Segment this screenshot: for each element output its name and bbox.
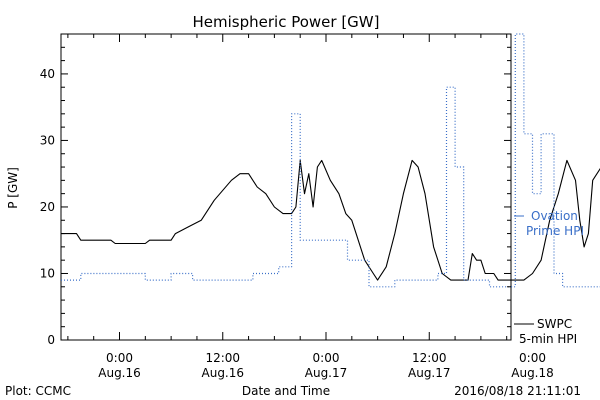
x-tick-time-label: 0:00 <box>313 351 340 365</box>
y-axis-label: P [GW] <box>6 167 20 209</box>
x-tick-time-label: 12:00 <box>412 351 447 365</box>
legend-label-ovation-line1: Ovation <box>531 209 578 223</box>
x-tick-time-label: 12:00 <box>205 351 240 365</box>
x-tick-date-label: Aug.17 <box>305 366 348 380</box>
chart-title: Hemispheric Power [GW] <box>193 13 380 31</box>
y-tick-label: 20 <box>40 200 55 214</box>
y-tick-label: 40 <box>40 67 55 81</box>
x-tick-date-label: Aug.18 <box>511 366 554 380</box>
legend-label-ovation-line2: Prime HPI <box>526 224 584 238</box>
legend-label-swpc-line1: SWPC <box>537 317 572 331</box>
legend-label-swpc-line2: 5-min HPI <box>519 332 577 346</box>
plot-frame <box>60 33 512 341</box>
footer-timestamp: 2016/08/18 21:11:01 <box>454 384 581 398</box>
y-tick-label: 10 <box>40 266 55 280</box>
x-tick-date-label: Aug.16 <box>202 366 245 380</box>
axis-layer: 0102030400:00Aug.1612:00Aug.160:00Aug.17… <box>40 33 554 380</box>
x-tick-time-label: 0:00 <box>106 351 133 365</box>
y-tick-label: 30 <box>40 133 55 147</box>
x-axis-label: Date and Time <box>242 384 330 398</box>
x-tick-date-label: Aug.16 <box>98 366 141 380</box>
series-layer <box>61 33 600 288</box>
y-tick-label: 0 <box>47 333 55 347</box>
x-tick-time-label: 0:00 <box>519 351 546 365</box>
series-line-ovation-prime-hpi <box>61 159 600 281</box>
x-tick-date-label: Aug.17 <box>408 366 451 380</box>
series-line-swpc-5min-hpi <box>61 33 600 288</box>
footer-credit: Plot: CCMC <box>5 384 71 398</box>
